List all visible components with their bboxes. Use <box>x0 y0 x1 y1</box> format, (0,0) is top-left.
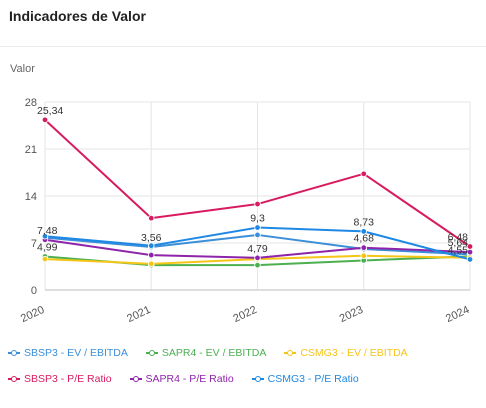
data-point[interactable] <box>41 116 49 124</box>
y-axis-label: Valor <box>10 63 35 75</box>
data-point[interactable] <box>254 200 261 208</box>
legend-label: CSMG3 - P/E Ratio <box>267 373 359 385</box>
data-point[interactable] <box>360 228 367 235</box>
legend-marker-icon <box>145 349 158 357</box>
legend-marker-icon <box>251 375 264 383</box>
legend-label: CSMG3 - EV / EBITDA <box>300 347 408 359</box>
data-label: 25,34 <box>37 105 63 117</box>
data-point[interactable] <box>254 254 261 262</box>
page-title: Indicadores de Valor <box>9 8 146 24</box>
data-point[interactable] <box>360 244 367 251</box>
legend-item[interactable]: CSMG3 - EV / EBITDA <box>284 347 408 359</box>
x-tick-label: 2021 <box>125 304 152 325</box>
legend-item[interactable]: SAPR4 - EV / EBITDA <box>145 347 267 359</box>
data-point[interactable] <box>148 214 155 222</box>
legend-marker-icon <box>129 375 142 383</box>
data-label: 8,73 <box>354 216 375 228</box>
y-tick-label: 21 <box>25 144 37 156</box>
data-label: 9,3 <box>250 213 265 225</box>
y-tick-label: 14 <box>25 191 37 203</box>
data-point[interactable] <box>360 252 367 259</box>
legend-label: SBSP3 - EV / EBITDA <box>24 347 128 359</box>
data-point[interactable] <box>466 256 474 263</box>
data-point[interactable] <box>148 251 155 259</box>
y-tick-label: 7 <box>31 238 37 250</box>
x-tick-label: 2023 <box>338 304 365 325</box>
data-label: 4,99 <box>37 241 58 253</box>
data-point[interactable] <box>360 170 367 178</box>
legend-marker-icon <box>284 349 297 357</box>
legend-label: SAPR4 - P/E Ratio <box>145 373 234 385</box>
legend-label: SBSP3 - P/E Ratio <box>24 373 112 385</box>
data-point[interactable] <box>41 233 49 240</box>
chart-legend: SBSP3 - EV / EBITDA SAPR4 - EV / EBITDA CS… <box>8 340 478 392</box>
data-point[interactable] <box>254 261 261 269</box>
y-axis-ticks: 0 7 14 21 28 <box>25 97 37 297</box>
header-divider <box>0 46 486 47</box>
x-tick-label: 2022 <box>232 304 259 325</box>
legend-item[interactable]: SBSP3 - P/E Ratio <box>8 373 112 385</box>
data-point[interactable] <box>148 242 155 249</box>
x-tick-label: 2024 <box>444 304 471 325</box>
y-tick-label: 28 <box>25 97 37 109</box>
data-label: 5,64 <box>448 237 469 249</box>
data-point[interactable] <box>148 260 155 268</box>
data-labels: 25,34 7,48 4,99 3,56 9,3 4,79 8,73 4,68 6,485,64… <box>37 105 468 257</box>
legend-row: SBSP3 - EV / EBITDA SAPR4 - EV / EBITDA CS… <box>8 340 478 366</box>
line-chart: 0 7 14 21 28 2020 2021 2022 2023 2024 25,34 7,48 4… <box>19 97 474 325</box>
data-point[interactable] <box>254 231 261 239</box>
data-point[interactable] <box>41 255 49 263</box>
data-point[interactable] <box>466 248 474 256</box>
data-point[interactable] <box>466 243 474 250</box>
legend-marker-icon <box>8 349 20 357</box>
x-tick-label: 2020 <box>19 304 46 325</box>
data-label: 4,79 <box>247 243 268 255</box>
legend-row: SBSP3 - P/E Ratio SAPR4 - P/E Ratio CSMG3 … <box>8 366 478 392</box>
legend-label: SAPR4 - EV / EBITDA <box>161 347 267 359</box>
data-label: 7,48 <box>37 225 58 237</box>
x-axis-ticks: 2020 2021 2022 2023 2024 <box>19 304 471 325</box>
legend-item[interactable]: SBSP3 - EV / EBITDA <box>8 347 128 359</box>
data-label: 4,68 <box>354 233 375 245</box>
data-label: 3,56 <box>141 232 162 244</box>
data-label: 4,55 <box>448 244 469 256</box>
legend-marker-icon <box>8 375 20 383</box>
legend-item[interactable]: CSMG3 - P/E Ratio <box>251 373 359 385</box>
series-points <box>41 116 474 269</box>
data-point[interactable] <box>254 224 261 231</box>
y-tick-label: 0 <box>31 285 37 297</box>
data-label: 6,48 <box>448 231 469 243</box>
legend-item[interactable]: SAPR4 - P/E Ratio <box>129 373 234 385</box>
